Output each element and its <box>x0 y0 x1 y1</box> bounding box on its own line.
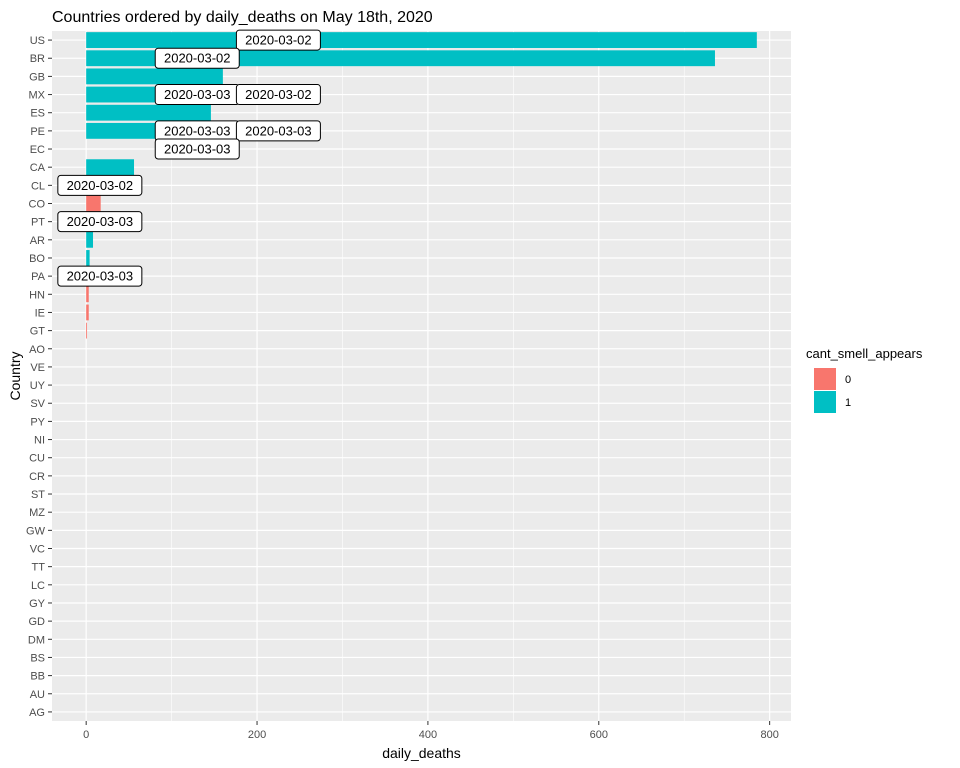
x-tick-label: 600 <box>590 729 608 741</box>
x-tick-label: 800 <box>760 729 778 741</box>
y-tick-label: GT <box>30 326 46 338</box>
chart-title: Countries ordered by daily_deaths on May… <box>52 9 433 26</box>
y-tick-label: AU <box>30 689 45 701</box>
bar-CA <box>86 159 135 176</box>
x-tick-label: 200 <box>248 729 266 741</box>
y-tick-label: GD <box>29 616 46 628</box>
y-tick-label: CU <box>29 453 45 465</box>
bar-BO <box>86 250 90 266</box>
y-tick-label: BB <box>30 671 45 683</box>
annotation-label: 2020-03-02 <box>245 33 312 48</box>
annotation-label: 2020-03-02 <box>164 51 231 66</box>
bar-GT <box>86 322 88 339</box>
y-tick-label: PY <box>30 416 45 428</box>
annotation-label: 2020-03-03 <box>67 214 134 229</box>
y-tick-label: CL <box>31 180 45 192</box>
annotation-box <box>57 174 143 196</box>
y-tick-label: DM <box>28 634 45 646</box>
x-axis-title: daily_deaths <box>382 745 461 761</box>
legend-label: 0 <box>845 374 851 386</box>
y-tick-label: LC <box>31 580 45 592</box>
y-tick-label: NI <box>34 435 45 447</box>
bar-AR <box>86 231 94 248</box>
annotation-box <box>154 138 240 160</box>
y-tick-label: US <box>30 35 45 47</box>
y-tick-label: BS <box>30 652 45 664</box>
y-tick-label: EC <box>30 144 45 156</box>
y-tick-label: TT <box>32 562 46 574</box>
y-tick-label: PT <box>31 217 45 229</box>
y-tick-label: AG <box>29 707 45 719</box>
y-tick-label: BR <box>30 53 45 65</box>
annotation-label: 2020-03-02 <box>67 178 134 193</box>
annotation-label: 2020-03-03 <box>245 123 312 138</box>
legend-key-0 <box>814 368 836 390</box>
annotation-label: 2020-03-03 <box>164 87 231 102</box>
annotation-box <box>57 211 143 233</box>
y-tick-label: VC <box>30 544 45 556</box>
legend-key-1 <box>814 391 836 413</box>
annotation-box <box>235 84 321 106</box>
annotation-box <box>154 47 240 69</box>
legend-label: 1 <box>845 397 851 409</box>
y-tick-label: IE <box>35 307 45 319</box>
y-tick-label: PA <box>31 271 46 283</box>
y-tick-label: SV <box>30 398 45 410</box>
annotation-label: 2020-03-02 <box>245 87 312 102</box>
y-tick-label: UY <box>30 380 46 392</box>
y-tick-label: AO <box>29 344 45 356</box>
annotation-label: 2020-03-03 <box>164 123 231 138</box>
bar-CO <box>86 195 101 212</box>
y-tick-label: GB <box>29 71 45 83</box>
annotation-box <box>57 265 143 287</box>
legend-title: cant_smell_appears <box>806 346 923 361</box>
annotation-box <box>235 29 321 51</box>
y-tick-label: GW <box>26 525 46 537</box>
y-tick-label: ES <box>30 108 45 120</box>
y-tick-label: CR <box>29 471 45 483</box>
y-tick-label: AR <box>30 235 45 247</box>
y-tick-label: BO <box>29 253 45 265</box>
y-axis-title: Country <box>7 351 23 400</box>
bar-US <box>86 32 757 48</box>
y-tick-label: CA <box>30 162 46 174</box>
bar-BR <box>86 50 715 67</box>
bar-IE <box>86 304 89 321</box>
y-tick-label: VE <box>30 362 45 374</box>
x-tick-label: 400 <box>419 729 437 741</box>
annotation-box <box>235 120 321 142</box>
y-tick-label: MX <box>29 90 46 102</box>
annotation-label: 2020-03-03 <box>67 269 134 284</box>
y-tick-label: PE <box>30 126 45 138</box>
x-tick-label: 0 <box>83 729 89 741</box>
annotation-label: 2020-03-03 <box>164 142 231 157</box>
bar-HN <box>86 286 89 303</box>
bar-GB <box>86 68 223 85</box>
y-tick-label: HN <box>29 289 45 301</box>
y-tick-label: CO <box>29 199 46 211</box>
bar-ES <box>86 104 211 121</box>
y-tick-label: GY <box>29 598 46 610</box>
y-tick-label: ST <box>31 489 45 501</box>
y-tick-label: MZ <box>29 507 45 519</box>
